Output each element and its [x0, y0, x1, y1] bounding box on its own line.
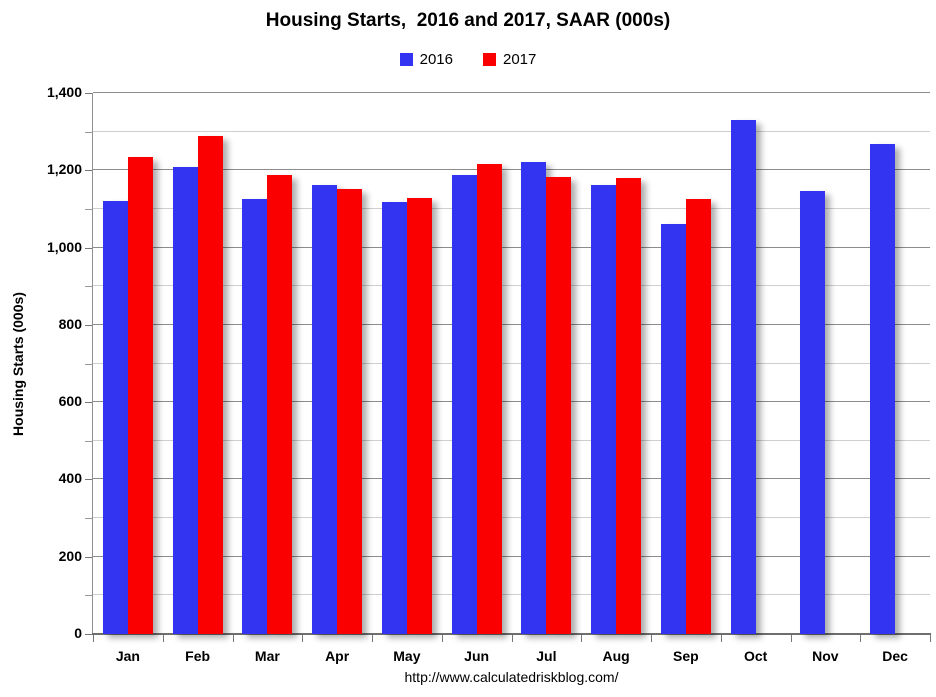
x-tick-label: Jul — [536, 648, 557, 664]
bar-2017-may — [406, 197, 432, 634]
legend-item-2016: 2016 — [399, 51, 453, 68]
y-tick-label: 0 — [74, 625, 82, 641]
bar-2017-apr — [337, 188, 363, 634]
x-tick-label: Mar — [254, 648, 280, 664]
x-tick-label: Aug — [602, 648, 630, 664]
x-tick-label: Jan — [115, 648, 140, 664]
y-tick — [85, 286, 92, 288]
x-tick — [581, 635, 583, 642]
source-url: http://www.calculatedriskblog.com/ — [404, 669, 619, 685]
x-tick-label: Apr — [325, 648, 350, 664]
y-tick-label: 1,400 — [46, 84, 82, 100]
y-tick — [85, 556, 92, 558]
gridline — [93, 323, 930, 325]
x-tick — [930, 635, 931, 642]
x-tick-label: Oct — [743, 648, 768, 664]
gridline — [93, 362, 930, 364]
y-axis-labels: 0 200 400 600 800 1,000 1,200 1,400 — [0, 84, 82, 641]
bar-2017-feb — [197, 136, 223, 634]
y-tick — [85, 634, 92, 635]
y-tick-label: 400 — [58, 470, 82, 487]
x-tick — [441, 635, 443, 642]
x-tick — [651, 635, 652, 642]
bar-2016-mar — [242, 199, 268, 634]
bar-2017-jun — [476, 164, 502, 634]
x-tick-label: Sep — [673, 648, 699, 664]
plot-area — [93, 92, 930, 634]
bar-2016-jan — [102, 200, 128, 634]
y-tick-label: 200 — [58, 547, 82, 564]
gridline — [93, 169, 930, 171]
x-tick — [720, 635, 722, 642]
bar-2016-may — [381, 201, 407, 634]
bar-2016-jun — [451, 174, 477, 634]
x-tick-label: Jun — [464, 648, 490, 664]
y-tick — [85, 440, 92, 442]
bar-2017-aug — [616, 178, 642, 634]
gridline — [93, 246, 930, 248]
gridline — [93, 439, 930, 441]
gridline — [93, 594, 930, 596]
x-tick — [511, 635, 513, 642]
x-tick-label: Dec — [882, 648, 908, 664]
y-tick — [85, 363, 92, 365]
gridline — [93, 285, 930, 287]
x-tick-label: Feb — [185, 648, 211, 664]
y-tick — [85, 518, 92, 520]
gridline — [93, 555, 930, 557]
y-tick — [85, 247, 92, 249]
legend-label: 2017 — [503, 51, 537, 68]
y-tick — [85, 170, 92, 172]
x-axis-labels: Jan Feb Mar Apr May Jun Jul Aug Sep Oct Nov Dec — [93, 648, 930, 666]
y-tick-label: 800 — [58, 315, 82, 332]
gridline — [93, 401, 930, 403]
x-tick — [162, 635, 164, 642]
x-tick — [860, 635, 862, 642]
legend-item-2017: 2017 — [483, 51, 536, 68]
gridline — [93, 517, 930, 519]
x-tick-label: Nov — [812, 648, 839, 664]
bar-2016-aug — [591, 184, 617, 634]
y-axis-line — [92, 93, 93, 634]
gridline — [93, 207, 930, 209]
bar-2016-nov — [800, 190, 826, 634]
y-tick — [85, 479, 92, 481]
legend-label: 2016 — [419, 51, 453, 68]
bar-2016-feb — [172, 166, 198, 634]
y-tick — [85, 402, 92, 404]
bar-2016-sep — [660, 224, 686, 634]
x-tick — [232, 635, 234, 642]
x-tick — [93, 635, 94, 642]
gridline — [93, 478, 930, 480]
y-tick — [85, 324, 92, 326]
y-tick — [85, 93, 92, 94]
chart-title: Housing Starts, 2016 and 2017, SAAR (000… — [265, 10, 671, 31]
gridline — [93, 92, 930, 93]
x-axis-line — [92, 633, 931, 635]
legend-swatch-2017 — [483, 53, 496, 66]
x-tick — [372, 635, 373, 642]
y-tick — [85, 131, 92, 133]
x-tick — [302, 635, 304, 642]
bar-2017-sep — [685, 198, 711, 634]
x-tick-label: May — [393, 648, 421, 664]
y-tick — [85, 595, 92, 597]
bar-2016-jul — [521, 161, 547, 634]
x-tick — [790, 635, 792, 642]
bar-2017-mar — [267, 174, 293, 634]
gridline — [93, 130, 930, 132]
bar-2016-oct — [730, 120, 756, 634]
bar-2016-apr — [312, 184, 338, 634]
y-tick-label: 1,200 — [46, 161, 82, 178]
bar-2017-jul — [546, 176, 572, 634]
y-tick-label: 600 — [58, 393, 82, 410]
y-tick — [85, 208, 92, 210]
bar-2016-dec — [870, 144, 896, 634]
bar-2017-jan — [127, 156, 153, 634]
chart-legend: 2016 2017 — [0, 51, 936, 68]
y-tick-label: 1,000 — [46, 238, 82, 255]
legend-swatch-2016 — [399, 53, 413, 66]
